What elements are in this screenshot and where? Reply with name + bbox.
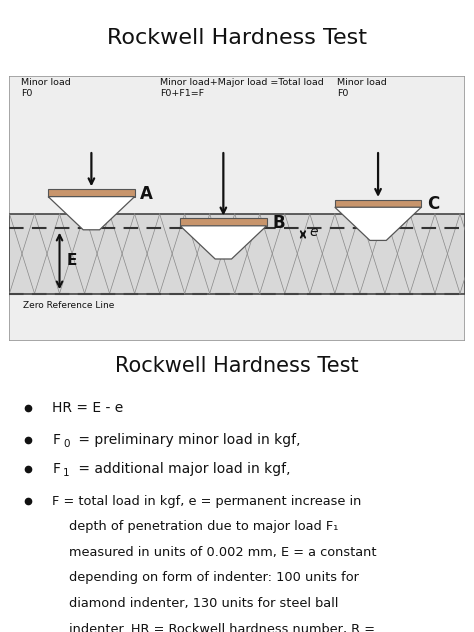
Bar [180, 219, 266, 226]
Text: depth of penetration due to major load F₁: depth of penetration due to major load F… [69, 520, 338, 533]
Text: C: C [427, 195, 439, 213]
Polygon shape [48, 197, 135, 230]
Polygon shape [180, 226, 266, 259]
Text: Rockwell Hardness Test: Rockwell Hardness Test [115, 356, 359, 376]
Bar [335, 200, 421, 207]
Text: 1: 1 [63, 468, 70, 478]
Text: = additional major load in kgf,: = additional major load in kgf, [74, 462, 291, 476]
Text: measured in units of 0.002 mm, E = a constant: measured in units of 0.002 mm, E = a con… [69, 546, 376, 559]
Text: indenter. HR = Rockwell hardness number, R =: indenter. HR = Rockwell hardness number,… [69, 623, 375, 632]
Text: F: F [52, 433, 60, 447]
Text: diamond indenter, 130 units for steel ball: diamond indenter, 130 units for steel ba… [69, 597, 338, 610]
Text: B: B [272, 214, 285, 232]
Text: Zero Reference Line: Zero Reference Line [23, 301, 115, 310]
Text: A: A [140, 185, 153, 203]
Bar [48, 189, 135, 197]
Text: Minor load
F0: Minor load F0 [337, 78, 387, 98]
Text: Minor load+Major load =Total load
F0+F1=F: Minor load+Major load =Total load F0+F1=… [160, 78, 323, 98]
Text: = preliminary minor load in kgf,: = preliminary minor load in kgf, [74, 433, 301, 447]
Bar [9, 214, 465, 293]
Text: E: E [66, 253, 77, 269]
Text: Minor load
F0: Minor load F0 [21, 78, 71, 98]
Text: Rockwell Hardness Test: Rockwell Hardness Test [107, 28, 367, 48]
Text: depending on form of indenter: 100 units for: depending on form of indenter: 100 units… [69, 571, 359, 585]
Text: e: e [310, 225, 319, 239]
Text: HR = E - e: HR = E - e [52, 401, 123, 415]
Text: F = total load in kgf, e = permanent increase in: F = total load in kgf, e = permanent inc… [52, 495, 362, 507]
Text: 0: 0 [63, 439, 70, 449]
Polygon shape [335, 207, 421, 240]
Text: F: F [52, 462, 60, 476]
